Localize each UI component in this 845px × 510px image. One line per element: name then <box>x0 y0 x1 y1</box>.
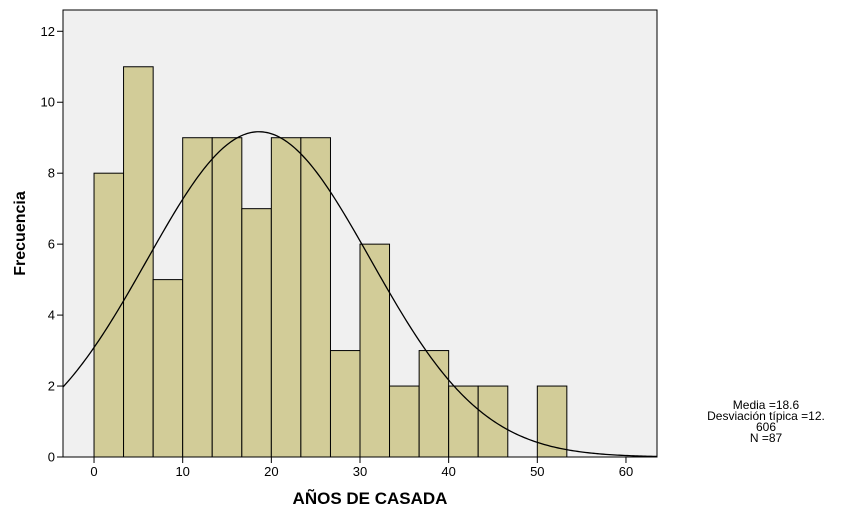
y-axis: 0 2 4 6 8 10 12 <box>41 24 63 465</box>
histogram-bar-6 <box>270 137 302 458</box>
x-tick-label: 60 <box>619 464 633 479</box>
histogram-bar-13 <box>477 385 509 458</box>
y-tick-label: 12 <box>41 24 55 39</box>
x-tick-label: 10 <box>175 464 189 479</box>
stats-box: Media =18.6 Desviación típica =12. 606 N… <box>676 398 845 445</box>
bars-group <box>93 66 568 458</box>
x-axis-title: AÑOS DE CASADA <box>293 488 448 508</box>
x-tick-label: 40 <box>441 464 455 479</box>
normal-curve <box>62 131 658 458</box>
histogram-bar-15 <box>536 385 568 458</box>
x-tick-label: 50 <box>530 464 544 479</box>
x-axis: 0 10 20 30 40 50 60 <box>90 457 633 479</box>
histogram-bar-2 <box>152 279 184 458</box>
x-tick-label: 20 <box>264 464 278 479</box>
y-axis-title: Frecuencia <box>12 191 29 276</box>
y-tick-label: 10 <box>41 95 55 110</box>
histogram-bar-7 <box>300 137 331 458</box>
histogram-bar-10 <box>389 385 420 458</box>
y-tick-label: 8 <box>48 166 55 181</box>
histogram-bar-5 <box>241 208 272 458</box>
x-tick-label: 30 <box>353 464 367 479</box>
y-tick-label: 2 <box>48 379 55 394</box>
stats-sd-line-1: Desviación típica =12. <box>707 409 825 423</box>
histogram-bar-4 <box>211 137 243 458</box>
y-tick-label: 4 <box>48 308 55 323</box>
histogram-bar-11 <box>418 350 450 458</box>
x-tick-label: 0 <box>90 464 97 479</box>
histogram-bar-3 <box>182 137 213 458</box>
histogram-bar-9 <box>359 243 391 458</box>
histogram-bar-1 <box>123 66 154 458</box>
y-tick-label: 6 <box>48 237 55 252</box>
y-tick-label: 0 <box>48 450 55 465</box>
stats-n: N =87 <box>749 431 783 445</box>
histogram-bar-0 <box>93 172 125 458</box>
stats-sd-line-2: 606 <box>755 420 777 434</box>
histogram-bar-12 <box>448 385 479 458</box>
histogram-bar-8 <box>329 350 361 458</box>
stats-mean: Media =18.6 <box>732 398 800 412</box>
